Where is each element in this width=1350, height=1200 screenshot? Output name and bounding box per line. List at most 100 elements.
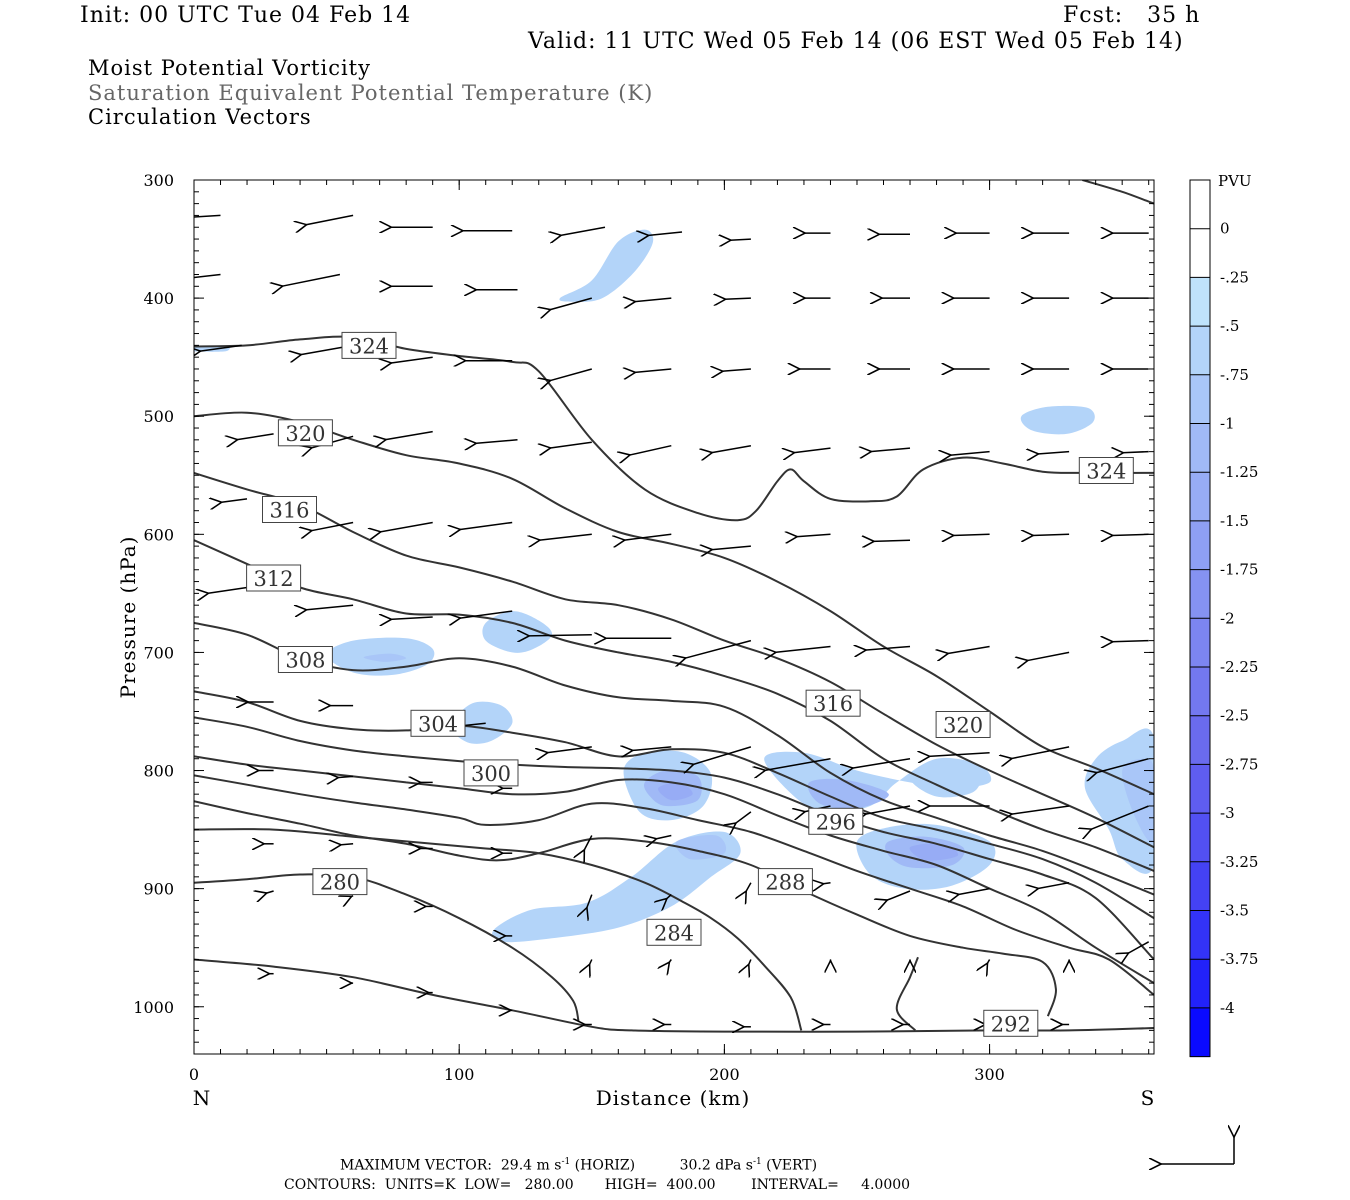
vector-arrow — [1037, 452, 1070, 454]
vector-arrow — [199, 344, 242, 351]
vector-arrow — [549, 368, 593, 381]
contour-label-text: 320 — [285, 422, 325, 446]
colorbar-label: -.75 — [1220, 366, 1249, 384]
forecast-hour: Fcst: 35 h — [1063, 3, 1201, 28]
contour-312 — [194, 539, 1154, 872]
contour-label-text: 304 — [418, 712, 458, 736]
pv-patch — [492, 831, 741, 943]
contour-324 — [194, 335, 1154, 522]
y-tick-label: 700 — [143, 643, 174, 662]
axes: 300 400 500 600 700 800 900 1000 0 100 200 300 — [133, 171, 1154, 1084]
colorbar-swatch — [1190, 569, 1210, 619]
contour-label-box — [410, 709, 466, 737]
valid-time: Valid: 11 UTC Wed 05 Feb 14 (06 EST Wed … — [528, 29, 1184, 54]
vector-arrow — [1011, 805, 1070, 814]
colorbar-label: -2.25 — [1220, 658, 1258, 676]
contours-info: CONTOURS: UNITS=K LOW= 280.00 HIGH= 400.… — [284, 1177, 911, 1193]
colorbar-swatch — [1190, 472, 1210, 522]
contour-292 — [895, 956, 919, 1032]
contour-label-box — [262, 496, 317, 523]
vector-arrow — [793, 447, 831, 453]
pv-patch — [1122, 758, 1154, 844]
x-tick-label: 100 — [444, 1065, 475, 1084]
contour-284 — [194, 828, 803, 1031]
contour-label-text: 284 — [654, 921, 694, 945]
colorbar-swatch — [1190, 959, 1210, 1009]
vector-arrow — [1011, 746, 1070, 759]
y-axis-label: Pressure (hPa) — [116, 536, 140, 699]
vector-arrow — [947, 645, 990, 654]
colorbar-swatch — [1190, 374, 1210, 424]
vector-arrow — [1128, 941, 1150, 954]
vector-arrow — [724, 298, 751, 299]
colorbar-label: -3.75 — [1220, 950, 1258, 968]
vector-arrow — [587, 894, 593, 909]
vector-arrow — [311, 521, 354, 531]
x-end-south: S — [1141, 1086, 1156, 1110]
pv-patch — [657, 782, 693, 801]
colorbar-label: -2 — [1220, 609, 1235, 627]
vector-arrow — [462, 723, 486, 725]
contour-292 — [194, 774, 1154, 996]
vector-arrow — [528, 635, 592, 636]
x-axis-label: Distance (km) — [596, 1086, 751, 1110]
colorbar-swatch — [1190, 326, 1210, 376]
vector-arrow — [987, 959, 991, 965]
vector-arrow — [1096, 757, 1149, 773]
colorbar-swatch — [1190, 277, 1210, 327]
vector-arrow — [282, 273, 341, 287]
x-end-north: N — [193, 1086, 212, 1110]
contour-label: 316 — [262, 496, 317, 523]
colorbar-swatch — [1190, 764, 1210, 814]
vector-arrow — [1122, 452, 1149, 453]
vector-arrow — [1032, 534, 1070, 535]
vector-arrow — [722, 369, 751, 371]
vector-arrow — [886, 890, 911, 901]
vector-arrow — [775, 645, 831, 653]
contour-label-box — [341, 331, 397, 359]
init-time: Init: 00 UTC Tue 04 Feb 14 — [80, 3, 412, 28]
vector-arrow — [711, 546, 751, 550]
circulation-vectors — [194, 214, 1150, 1026]
colorbar-swatch — [1190, 423, 1210, 473]
contour-label: 304 — [410, 709, 466, 737]
pv-patch — [909, 764, 982, 798]
contour-label-box — [646, 918, 702, 946]
vector-arrow — [305, 214, 354, 225]
contour-324 — [1082, 180, 1154, 205]
vector-arrow — [475, 440, 518, 444]
title-pv: Moist Potential Vorticity — [88, 56, 371, 80]
contour-label: 296 — [808, 807, 864, 835]
contour-label: 300 — [463, 759, 519, 787]
colorbar-swatch — [1190, 910, 1210, 960]
vector-arrow — [221, 499, 248, 503]
colorbar-label: -4 — [1220, 999, 1235, 1017]
vector-arrow — [207, 586, 248, 594]
vector-arrow — [266, 891, 274, 893]
colorbar-swatch — [1190, 520, 1210, 571]
contour-304 — [194, 690, 1154, 920]
colorbar-swatch — [1190, 180, 1210, 230]
vector-arrow — [539, 533, 592, 540]
vector-arrow — [547, 746, 592, 753]
contour-316 — [194, 471, 1154, 849]
colorbar-swatch — [1190, 715, 1210, 765]
vector-arrow — [685, 639, 752, 659]
colorbar-label: -1 — [1220, 415, 1235, 433]
vector-arrow — [953, 534, 990, 535]
x-tick-label: 0 — [189, 1065, 199, 1084]
contour-label: 320 — [277, 419, 333, 447]
vector-arrow — [655, 836, 672, 840]
vector-arrow — [746, 882, 752, 893]
contour-label: 292 — [983, 1009, 1039, 1037]
colorbar-label: -3.25 — [1220, 853, 1258, 871]
vector-arrow — [870, 448, 911, 452]
title-theta: Saturation Equivalent Potential Temperat… — [88, 81, 654, 105]
y-tick-label: 900 — [143, 880, 174, 899]
colorbar-label: -2.75 — [1220, 755, 1258, 773]
contour-label-text: 280 — [320, 871, 360, 895]
vector-arrow — [390, 617, 433, 619]
colorbar-swatch — [1190, 618, 1210, 668]
vector-arrow — [634, 298, 672, 302]
vector-arrow — [693, 746, 752, 765]
